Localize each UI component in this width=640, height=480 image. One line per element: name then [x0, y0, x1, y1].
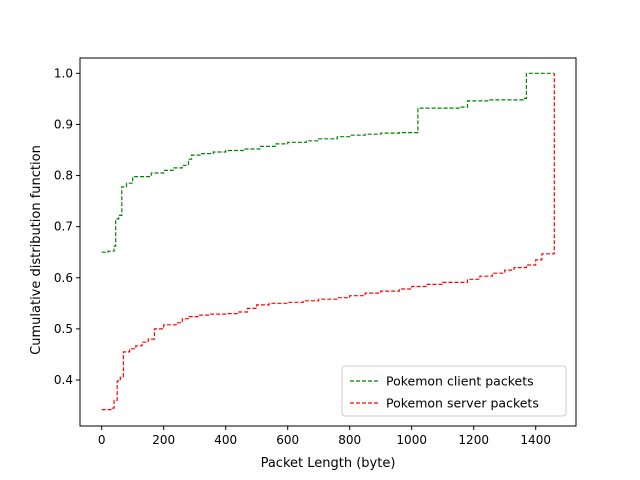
y-tick-label: 0.8: [54, 169, 73, 183]
y-tick-label: 0.7: [54, 220, 73, 234]
legend-label-2: Pokemon server packets: [386, 396, 539, 411]
x-tick-label: 1200: [458, 433, 489, 447]
axes-layer: 0 200 400 600 800 1000 1200 1400 0.4 0.5 0.6 0.7 0.8…: [54, 57, 577, 447]
y-tick-label: 0.6: [54, 271, 73, 285]
series-layer: [101, 72, 555, 411]
y-tick-label: 0.5: [54, 322, 73, 336]
y-tick-label: 0.4: [54, 373, 73, 387]
legend-label-1: Pokemon client packets: [386, 374, 534, 389]
x-tick-label: 600: [276, 433, 299, 447]
y-tick-label: 1.0: [54, 66, 73, 80]
x-tick-label: 1400: [520, 433, 551, 447]
x-tick-label: 400: [214, 433, 237, 447]
axes-frame: [79, 57, 577, 427]
x-tick-label: 0: [98, 433, 106, 447]
y-tick-label: 0.9: [54, 117, 73, 131]
x-tick-label: 800: [338, 433, 361, 447]
legend: Pokemon client packets Pokemon server pac…: [341, 365, 567, 417]
x-axis-label: Packet Length (byte): [261, 456, 396, 471]
series-line-1: [101, 72, 555, 253]
x-tick-label: 200: [152, 433, 175, 447]
series-line-2: [101, 73, 555, 411]
y-axis-label: Cumulative distribution function: [29, 145, 44, 355]
legend-box: [341, 365, 567, 417]
x-tick-label: 1000: [396, 433, 427, 447]
